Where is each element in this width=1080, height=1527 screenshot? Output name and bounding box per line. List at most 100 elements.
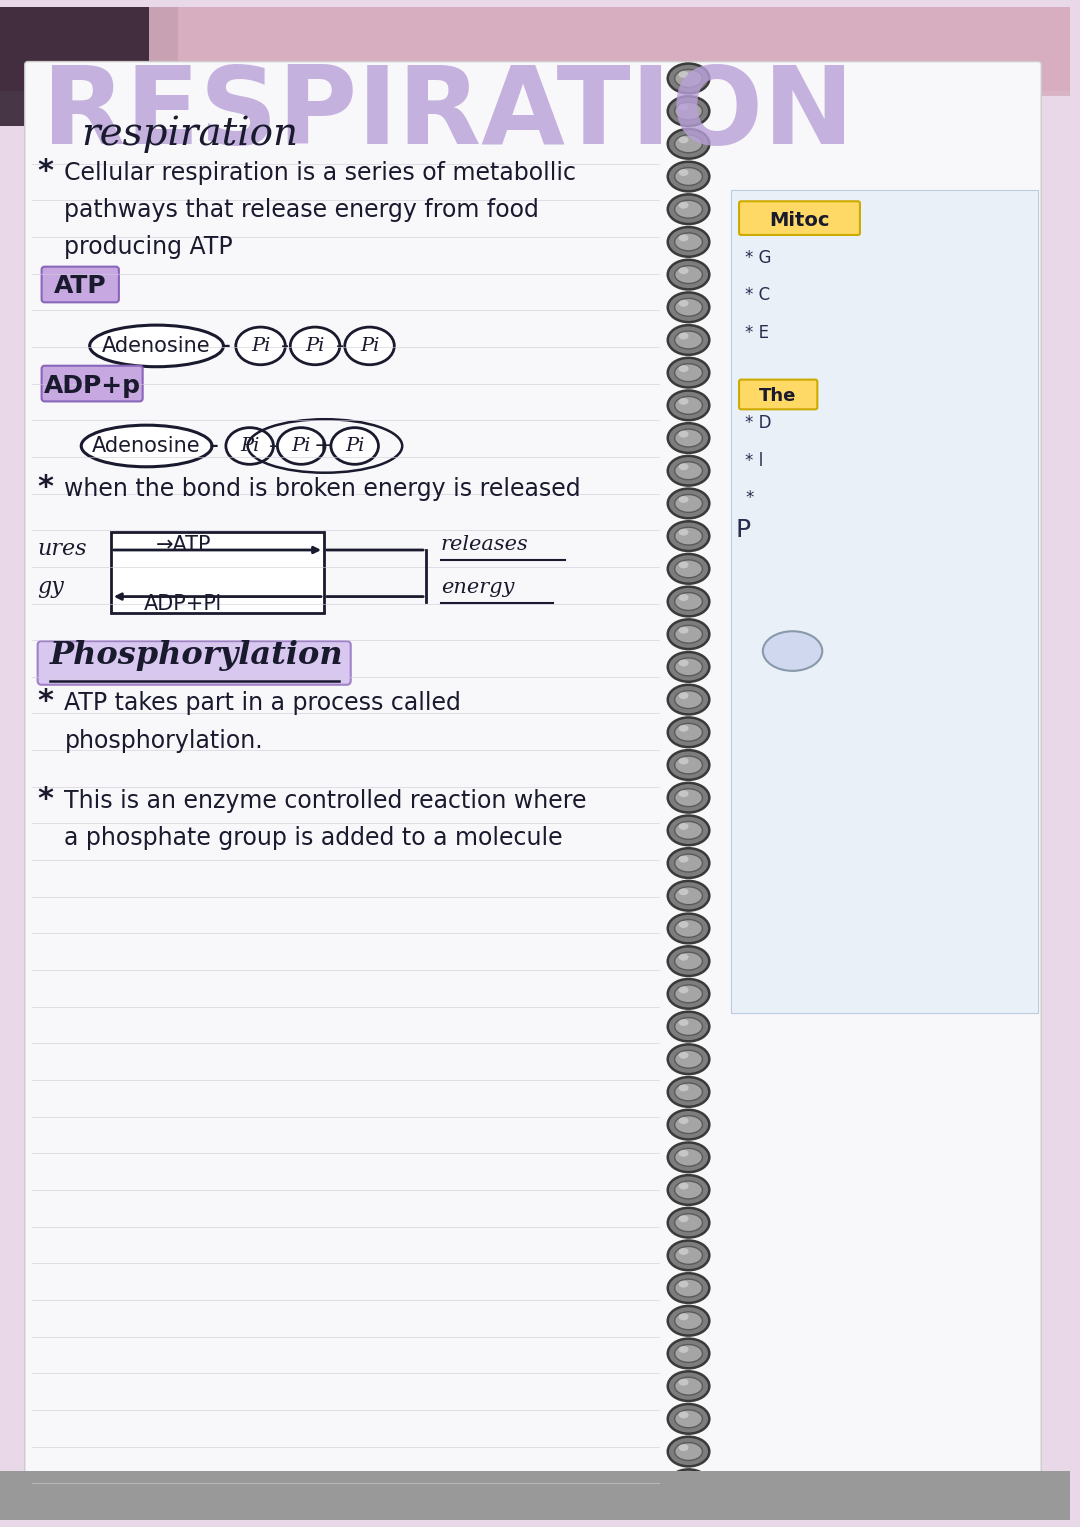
Ellipse shape [667, 1208, 710, 1237]
Text: releases: releases [441, 534, 528, 554]
Ellipse shape [667, 228, 710, 257]
Ellipse shape [678, 594, 689, 602]
Ellipse shape [678, 1182, 689, 1190]
Ellipse shape [678, 333, 689, 339]
Ellipse shape [675, 363, 702, 382]
Ellipse shape [675, 298, 702, 316]
Text: Pi: Pi [251, 337, 270, 354]
Ellipse shape [667, 913, 710, 944]
Ellipse shape [667, 162, 710, 191]
Ellipse shape [678, 431, 689, 438]
Text: Pi: Pi [240, 437, 259, 455]
Ellipse shape [667, 1176, 710, 1205]
Ellipse shape [678, 823, 689, 829]
Ellipse shape [667, 96, 710, 127]
Ellipse shape [667, 947, 710, 976]
Ellipse shape [667, 881, 710, 910]
Text: Cellular respiration is a series of metabollic: Cellular respiration is a series of meta… [65, 162, 577, 185]
Ellipse shape [291, 327, 340, 365]
Ellipse shape [667, 554, 710, 583]
Ellipse shape [675, 1214, 702, 1232]
Text: Mitoc: Mitoc [769, 211, 829, 229]
Text: Pi: Pi [292, 437, 311, 455]
Ellipse shape [667, 1469, 710, 1500]
Ellipse shape [678, 921, 689, 928]
Ellipse shape [678, 299, 689, 307]
Ellipse shape [667, 292, 710, 322]
Ellipse shape [762, 631, 822, 670]
Ellipse shape [330, 428, 378, 464]
Ellipse shape [667, 750, 710, 780]
Ellipse shape [678, 1411, 689, 1419]
Text: RESPIRATION: RESPIRATION [42, 61, 853, 166]
Ellipse shape [678, 169, 689, 176]
Ellipse shape [667, 194, 710, 224]
Ellipse shape [675, 985, 702, 1003]
Text: ures: ures [38, 538, 87, 560]
FancyBboxPatch shape [38, 641, 351, 684]
Ellipse shape [678, 660, 689, 666]
Text: -: - [336, 336, 343, 356]
Ellipse shape [678, 725, 689, 731]
Ellipse shape [675, 1280, 702, 1296]
Ellipse shape [678, 692, 689, 699]
Ellipse shape [675, 429, 702, 447]
Text: Phosphorylation: Phosphorylation [50, 640, 343, 670]
Ellipse shape [678, 1379, 689, 1385]
FancyBboxPatch shape [0, 8, 1070, 92]
Ellipse shape [678, 1118, 689, 1124]
Text: phosphorylation.: phosphorylation. [65, 730, 264, 753]
Ellipse shape [675, 1051, 702, 1069]
Ellipse shape [675, 461, 702, 479]
Ellipse shape [278, 428, 325, 464]
Text: -: - [281, 336, 289, 356]
Ellipse shape [675, 625, 702, 643]
Text: -: - [210, 432, 219, 460]
Ellipse shape [678, 1150, 689, 1157]
Ellipse shape [675, 527, 702, 545]
Ellipse shape [678, 1445, 689, 1451]
Ellipse shape [675, 102, 702, 121]
Ellipse shape [226, 428, 273, 464]
Ellipse shape [678, 365, 689, 373]
Ellipse shape [678, 528, 689, 536]
Text: Adenosine: Adenosine [103, 336, 211, 356]
Ellipse shape [675, 1475, 702, 1493]
Ellipse shape [675, 1377, 702, 1396]
Ellipse shape [678, 1281, 689, 1287]
Text: -: - [221, 331, 231, 360]
Ellipse shape [667, 64, 710, 93]
Text: ADP+p: ADP+p [43, 374, 140, 397]
Ellipse shape [678, 202, 689, 209]
Ellipse shape [678, 757, 689, 765]
Ellipse shape [667, 128, 710, 159]
Ellipse shape [675, 592, 702, 611]
Ellipse shape [675, 1083, 702, 1101]
Ellipse shape [675, 168, 702, 185]
Ellipse shape [667, 1437, 710, 1466]
Ellipse shape [678, 496, 689, 502]
FancyBboxPatch shape [42, 366, 143, 402]
Text: * G: * G [745, 249, 771, 267]
Text: P: P [735, 518, 751, 542]
Ellipse shape [667, 391, 710, 420]
Ellipse shape [667, 1110, 710, 1139]
Text: *: * [38, 785, 54, 814]
Text: ADP+Pi: ADP+Pi [144, 594, 222, 614]
Ellipse shape [667, 847, 710, 878]
Ellipse shape [675, 854, 702, 872]
FancyBboxPatch shape [739, 380, 818, 409]
Text: when the bond is broken energy is released: when the bond is broken energy is releas… [65, 476, 581, 501]
Ellipse shape [675, 756, 702, 774]
Ellipse shape [678, 1313, 689, 1321]
Ellipse shape [667, 718, 710, 747]
Text: * E: * E [745, 324, 769, 342]
Text: Pi: Pi [360, 337, 379, 354]
Text: * C: * C [745, 287, 770, 304]
Ellipse shape [675, 331, 702, 348]
Ellipse shape [90, 325, 224, 366]
Text: *: * [38, 157, 54, 186]
Ellipse shape [667, 1306, 710, 1336]
Ellipse shape [667, 586, 710, 617]
Text: This is an enzyme controlled reaction where: This is an enzyme controlled reaction wh… [65, 788, 586, 812]
